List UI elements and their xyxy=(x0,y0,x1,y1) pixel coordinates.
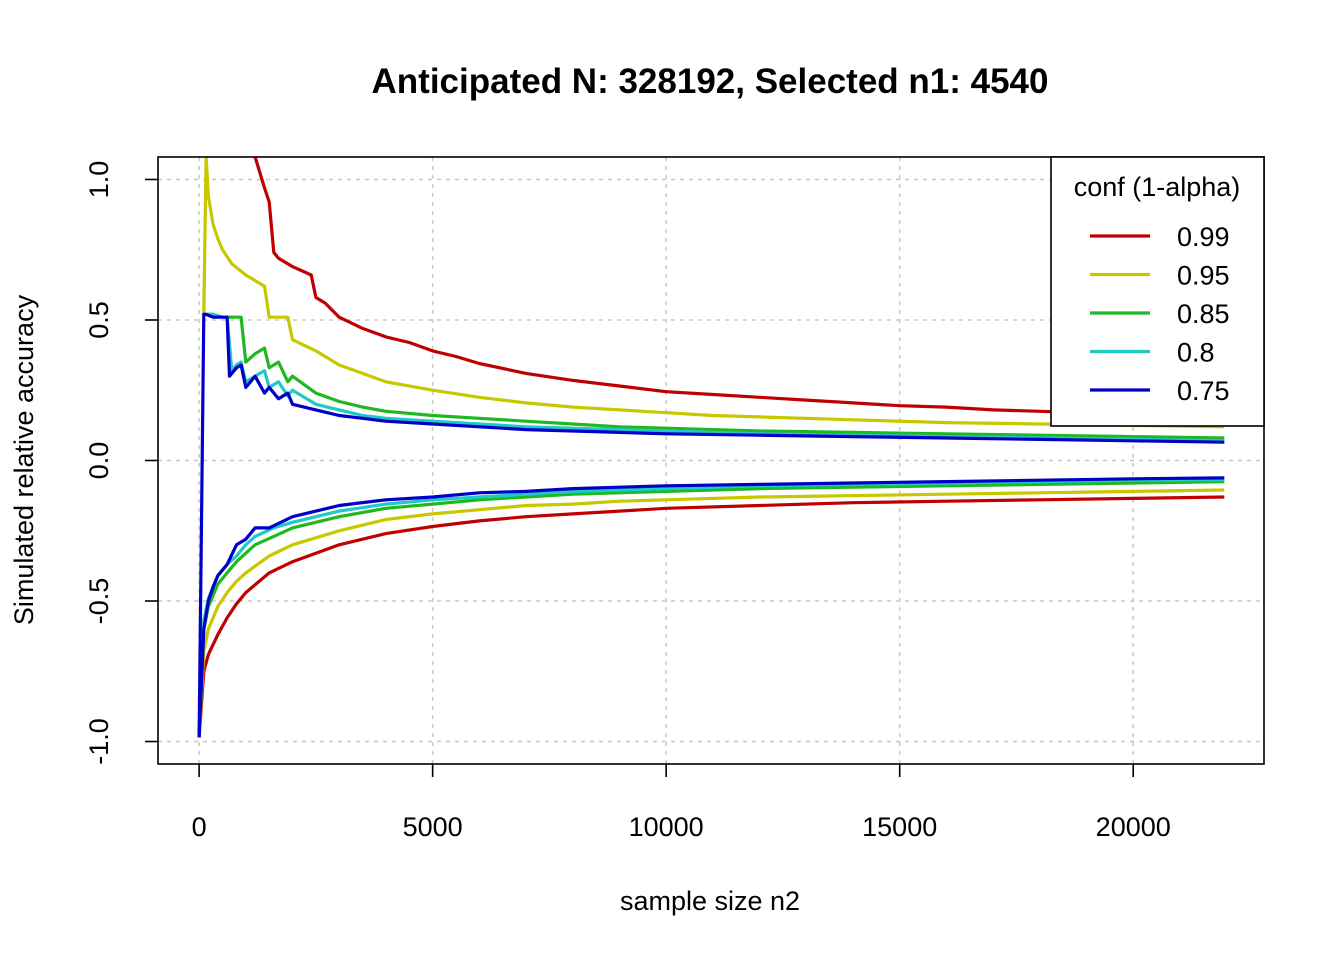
legend-label: 0.99 xyxy=(1177,222,1230,252)
x-tick-label: 0 xyxy=(192,812,207,842)
y-tick-label: -0.5 xyxy=(84,578,114,625)
series-0.8-lower-line xyxy=(197,478,1225,738)
series-0.75-upper-line xyxy=(197,312,1225,738)
x-tick-label: 15000 xyxy=(862,812,937,842)
y-tick-label: 1.0 xyxy=(84,161,114,199)
series-0.85-lower-line xyxy=(197,480,1225,738)
legend-title: conf (1-alpha) xyxy=(1074,172,1241,202)
series-0.95-lower-line xyxy=(197,488,1225,738)
y-tick-label: 0.5 xyxy=(84,301,114,339)
series-0.85-upper-line xyxy=(203,312,1225,440)
legend-label: 0.8 xyxy=(1177,338,1215,368)
y-axis: -1.0 -0.5 0.0 0.5 1.0 xyxy=(84,161,158,765)
y-tick-label: 0.0 xyxy=(84,442,114,480)
legend-label: 0.75 xyxy=(1177,376,1230,406)
x-tick-label: 20000 xyxy=(1096,812,1171,842)
legend: conf (1-alpha) 0.99 0.95 0.85 0.8 0.75 xyxy=(1050,156,1265,427)
legend-box xyxy=(1050,156,1265,427)
x-axis: 0 5000 10000 15000 20000 xyxy=(192,764,1171,842)
legend-label: 0.85 xyxy=(1177,299,1230,329)
series-0.75-lower-line xyxy=(197,476,1225,738)
series-0.99-lower-line xyxy=(197,495,1225,738)
series-layer xyxy=(197,157,1225,738)
series-0.99-upper-line xyxy=(253,157,1225,419)
y-axis-label: Simulated relative accuracy xyxy=(9,294,39,625)
x-tick-label: 10000 xyxy=(629,812,704,842)
y-tick-label: -1.0 xyxy=(84,718,114,765)
series-0.95-upper-line xyxy=(202,157,1225,429)
chart-title: Anticipated N: 328192, Selected n1: 4540 xyxy=(372,62,1049,101)
x-tick-label: 5000 xyxy=(403,812,463,842)
legend-label: 0.95 xyxy=(1177,261,1230,291)
x-axis-label: sample size n2 xyxy=(620,886,800,916)
